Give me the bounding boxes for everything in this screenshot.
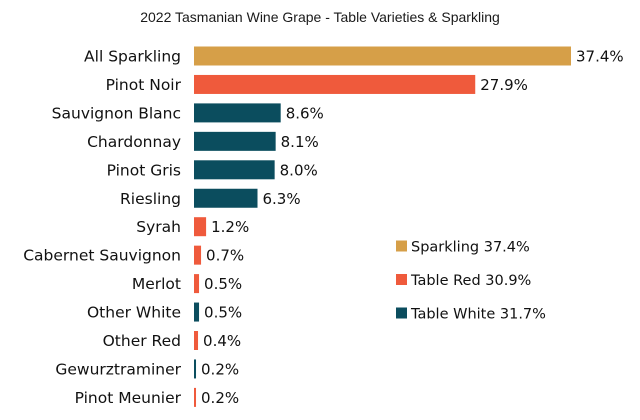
legend-swatch-table-white bbox=[396, 307, 407, 319]
bar-pinot-noir bbox=[194, 74, 476, 94]
value-label-chardonnay: 8.1% bbox=[281, 133, 319, 151]
value-label-all-sparkling: 37.4% bbox=[576, 48, 624, 66]
value-label-other-red: 0.4% bbox=[203, 332, 241, 350]
legend-swatch-table-red bbox=[396, 274, 407, 285]
bar-merlot bbox=[194, 274, 200, 294]
bar-pinot-gris bbox=[194, 160, 275, 180]
category-label-pinot-gris: Pinot Gris bbox=[107, 161, 181, 179]
bar-pinot-meunier bbox=[194, 387, 197, 407]
value-label-pinot-meunier: 0.2% bbox=[201, 389, 239, 407]
category-label-syrah: Syrah bbox=[136, 218, 181, 236]
category-label-other-white: Other White bbox=[87, 304, 181, 322]
value-label-pinot-noir: 27.9% bbox=[480, 76, 528, 94]
category-label-merlot: Merlot bbox=[132, 275, 181, 293]
bar-chardonnay bbox=[194, 131, 276, 151]
value-label-riesling: 6.3% bbox=[263, 190, 301, 208]
category-label-cabernet-sauvignon: Cabernet Sauvignon bbox=[23, 247, 181, 265]
legend: Sparkling 37.4% Table Red 30.9% Table Whit… bbox=[396, 240, 546, 323]
value-label-gewurztraminer: 0.2% bbox=[201, 360, 239, 378]
legend-label-sparkling: Sparkling 37.4% bbox=[411, 240, 530, 256]
value-label-other-white: 0.5% bbox=[204, 304, 242, 322]
bars-group: All Sparkling 37.4% Pinot Noir 27.9% Sauvign… bbox=[23, 46, 624, 407]
bar-gewurztraminer bbox=[194, 359, 197, 379]
category-label-riesling: Riesling bbox=[120, 190, 181, 208]
category-label-chardonnay: Chardonnay bbox=[87, 133, 181, 151]
value-label-pinot-gris: 8.0% bbox=[280, 161, 318, 179]
legend-swatch-sparkling bbox=[396, 240, 407, 252]
category-label-all-sparkling: All Sparkling bbox=[84, 48, 181, 66]
category-label-pinot-noir: Pinot Noir bbox=[106, 76, 182, 94]
bar-other-white bbox=[194, 302, 200, 322]
bar-sauvignon-blanc bbox=[194, 103, 281, 123]
category-label-other-red: Other Red bbox=[103, 332, 181, 350]
chart-title: 2022 Tasmanian Wine Grape - Table Variet… bbox=[140, 9, 500, 25]
category-label-gewurztraminer: Gewurztraminer bbox=[55, 360, 181, 378]
legend-label-table-red: Table Red 30.9% bbox=[410, 273, 531, 289]
value-label-cabernet-sauvignon: 0.7% bbox=[206, 247, 244, 265]
legend-label-table-white: Table White 31.7% bbox=[410, 307, 546, 323]
category-label-sauvignon-blanc: Sauvignon Blanc bbox=[52, 104, 181, 122]
bar-cabernet-sauvignon bbox=[194, 245, 202, 265]
bar-all-sparkling bbox=[194, 46, 571, 66]
category-label-pinot-meunier: Pinot Meunier bbox=[75, 389, 182, 407]
bar-syrah bbox=[194, 217, 207, 237]
value-label-syrah: 1.2% bbox=[211, 218, 249, 236]
bar-riesling bbox=[194, 188, 258, 208]
value-label-merlot: 0.5% bbox=[204, 275, 242, 293]
bar-other-red bbox=[194, 331, 199, 350]
value-label-sauvignon-blanc: 8.6% bbox=[286, 104, 324, 122]
